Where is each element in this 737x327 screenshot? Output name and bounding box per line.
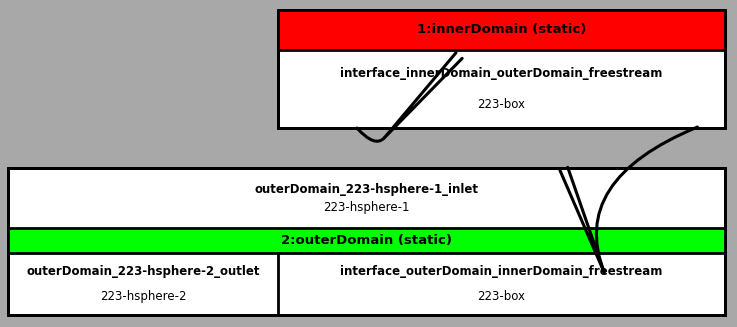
Text: 223-box: 223-box (478, 290, 525, 303)
Bar (278, 10, 725, 128)
Text: 2:outerDomain (static): 2:outerDomain (static) (281, 234, 452, 247)
Text: outerDomain_223-hsphere-1_inlet: outerDomain_223-hsphere-1_inlet (254, 182, 478, 196)
Bar (8, 228, 725, 253)
Text: interface_outerDomain_innerDomain_freestream: interface_outerDomain_innerDomain_freest… (340, 265, 663, 278)
Bar (8, 168, 725, 315)
Bar (278, 10, 725, 50)
Bar (278, 10, 725, 128)
Text: interface_innerDomain_outerDomain_freestream: interface_innerDomain_outerDomain_freest… (340, 67, 663, 80)
Text: 223-box: 223-box (478, 98, 525, 111)
Bar (8, 168, 725, 315)
Text: 1:innerDomain (static): 1:innerDomain (static) (417, 24, 586, 37)
Text: outerDomain_223-hsphere-2_outlet: outerDomain_223-hsphere-2_outlet (27, 265, 259, 278)
Text: 223-hsphere-1: 223-hsphere-1 (324, 200, 410, 214)
Text: 223-hsphere-2: 223-hsphere-2 (99, 290, 186, 303)
